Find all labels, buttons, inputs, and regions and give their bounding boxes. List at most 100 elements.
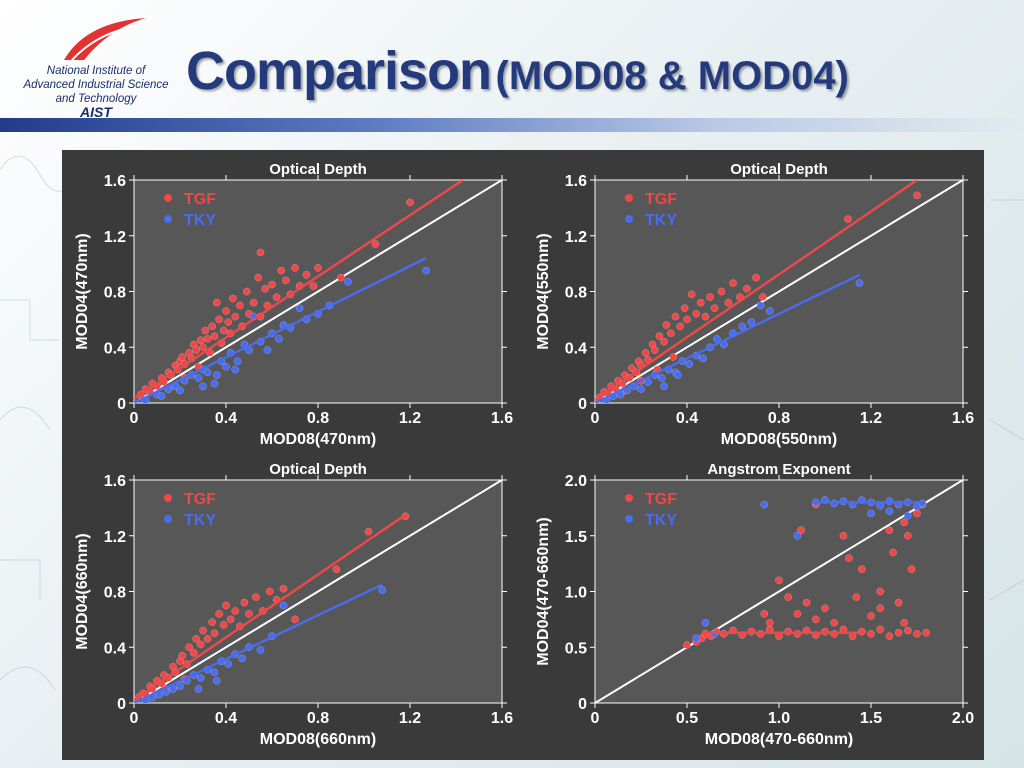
chart-2-point-tgf [759,293,767,301]
chart-4-xtick-label: 0 [591,710,600,727]
charts-panel: Optical Depth 0 0.4 0.8 1.2 1.6 0 0.4 0.8 1.2 1.6 M… [62,150,984,760]
chart-1-point-tgf [215,315,223,324]
chart-1-xtick-label: 1.2 [399,410,421,427]
chart-1-fit-line-tgf [134,180,464,400]
chart-4-legend-marker-tky [625,515,633,523]
chart-3-point-tgf [196,640,205,649]
chart-1-point-tky [222,362,230,371]
chart-3-ytick-label: 1.2 [104,529,126,546]
chart-2-xlabel: MOD08(550nm) [721,431,837,448]
chart-2-point-tgf [701,312,710,321]
chart-4-point-tgf [867,612,875,620]
chart-1-legend-marker-tgf [164,194,172,202]
chart-1-ytick-label: 0 [117,396,126,413]
chart-3-legend-label-tky: TKY [184,512,216,529]
chart-4-xlabel: MOD08(470-660nm) [705,731,854,748]
chart-3-legend-marker-tky [164,515,172,523]
chart-4-point-tgf [811,615,820,624]
chart-2-ytick-label: 0.4 [565,340,587,357]
chart-1-point-tgf [224,318,233,327]
chart-1-point-tgf [249,298,258,307]
chart-4-point-tgf [802,598,811,607]
chart-1-point-tgf [203,335,212,343]
chart-2-point-tgf [662,321,671,329]
chart-4-point-tgf [876,625,885,634]
chart-1-legend-label-tky: TKY [184,212,216,229]
chart-4-ylabel: MOD04(470-660nm) [535,517,552,666]
chart-3-point-tgf [199,626,207,635]
chart-1-ytick-label: 1.6 [104,173,126,190]
chart-1-point-tgf [222,307,230,315]
chart-3-point-tky [176,682,184,691]
chart-4-xtick-label: 2.0 [952,710,974,727]
logo-line-1: National Institute of [46,65,146,77]
chart-1-point-tky [194,374,203,382]
chart-2-point-tgf [717,287,726,296]
chart-3-xtick-label: 1.2 [399,710,421,727]
chart-1-point-tky [203,368,212,377]
chart-2-point-tgf [913,191,921,200]
chart-2-point-tgf [696,298,705,307]
title-main: Comparison [186,41,492,101]
chart-1-point-tgf [291,263,299,272]
chart-2-point-tky [685,360,694,368]
chart-1-point-tgf [235,301,244,310]
chart-2-point-tgf [660,337,668,346]
chart-3-point-tky [194,685,203,693]
chart-4-point-tgf [913,509,921,518]
chart-4-point-tgf [857,565,866,574]
chart-1-point-tky [212,371,221,379]
chart-3-point-tgf [240,598,249,607]
chart-4-point-tgf [894,598,903,607]
chart-4-data [595,480,963,703]
chart-2-ytick-label: 1.6 [565,173,587,190]
chart-1-point-tgf [268,280,276,289]
chart-2-one-to-one-line [595,180,963,403]
chart-1-xtick-label: 0.8 [307,410,329,427]
chart-4-point-tgf [900,618,908,627]
chart-4-point-tgf [797,526,805,535]
chart-1: Optical Depth 0 0.4 0.8 1.2 1.6 0 0.4 0.8 1.2 1.6 M… [74,161,513,448]
chart-1-point-tgf [272,293,281,301]
chart-4-point-tgf [839,531,848,540]
logo-acronym: AIST [80,104,112,120]
chart-2-point-tgf [683,315,691,324]
chart-3-point-tgf [252,593,260,601]
chart-3-xtick-label: 0.4 [215,710,237,727]
chart-4-ytick-label: 0.5 [565,640,587,657]
chart-4-point-tgf [900,518,908,527]
chart-4-point-tgf [894,628,903,637]
chart-2-point-tgf [655,332,664,340]
chart-3-data [134,480,502,703]
chart-2-point-tgf [650,346,659,354]
chart-2-ylabel: MOD04(550nm) [535,233,552,349]
chart-3-point-tgf [192,635,200,643]
chart-4-ytick-label: 1.0 [565,585,587,602]
chart-4-xtick-label: 1.5 [860,710,882,727]
chart-2-legend-label-tky: TKY [645,212,677,229]
chart-2-point-tgf [687,290,696,299]
chart-3-point-tgf [226,615,235,624]
chart-1-point-tgf [201,326,210,335]
chart-1-data [134,180,502,403]
chart-2-point-tgf [671,312,680,321]
chart-2-point-tgf [627,364,636,373]
chart-2-point-tgf [676,322,684,331]
chart-4-point-tky [793,531,802,540]
chart-1-point-tgf [371,240,380,248]
chart-2-point-tky [747,318,756,327]
chart-2-point-tgf [752,273,760,282]
chart-4-point-tgf [760,609,769,618]
chart-4-point-tky [903,511,912,520]
chart-3-point-tky [378,586,387,594]
chart-2-ytick-label: 0.8 [565,285,587,302]
chart-4-point-tgf [885,526,894,535]
chart-1-point-tgf [242,287,251,296]
chart-2-point-tgf [667,329,675,338]
chart-2-point-tky [699,354,707,363]
chart-4-point-tgf [830,618,839,627]
aist-swoosh-icon [64,18,146,61]
chart-4-point-tky [867,509,875,518]
chart-1-ytick-label: 0.8 [104,285,126,302]
chart-4-title: Angstrom Exponent [707,461,850,478]
